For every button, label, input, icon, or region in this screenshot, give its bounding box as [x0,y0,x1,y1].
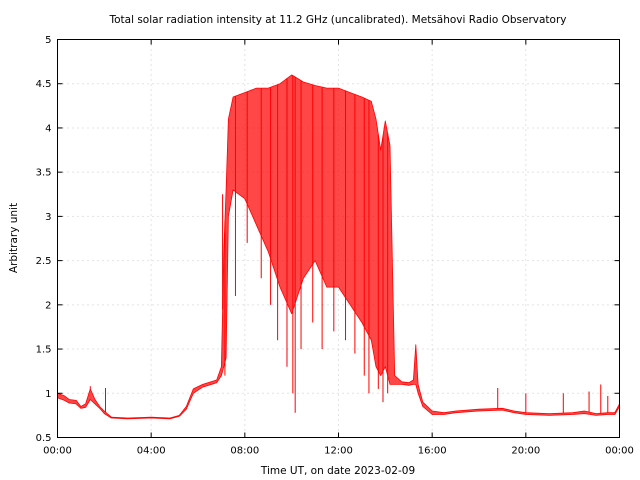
series-band [57,74,620,420]
y-axis-title: Arbitrary unit [8,203,20,273]
y-tick-label: 1.5 [36,345,52,356]
x-tick-label: 12:00 [324,446,353,457]
y-tick-label: 3.5 [36,168,52,179]
y-tick-label: 4 [45,123,51,134]
y-tick-label: 1 [45,389,51,400]
y-tick-label: 3 [45,212,51,223]
chart-title: Total solar radiation intensity at 11.2 … [108,14,566,26]
y-tick-label: 0.5 [36,433,52,444]
y-tick-label: 5 [45,35,51,46]
y-tick-label: 2.5 [36,256,52,267]
x-tick-label: 16:00 [418,446,447,457]
x-tick-label: 08:00 [230,446,259,457]
y-tick-label: 4.5 [36,79,52,90]
y-tick-label: 2 [45,300,51,311]
series-layer [57,74,620,420]
x-tick-label: 00:00 [605,446,634,457]
x-tick-label: 04:00 [137,446,166,457]
x-tick-label: 00:00 [43,446,72,457]
axis-ticks: 0.5 1 1.5 2 2.5 3 3.5 4 4.5 5 00:00 04:00 08:00 12:00… [36,35,634,457]
x-tick-label: 20:00 [511,446,540,457]
x-axis-title: Time UT, on date 2023-02-09 [260,465,415,477]
